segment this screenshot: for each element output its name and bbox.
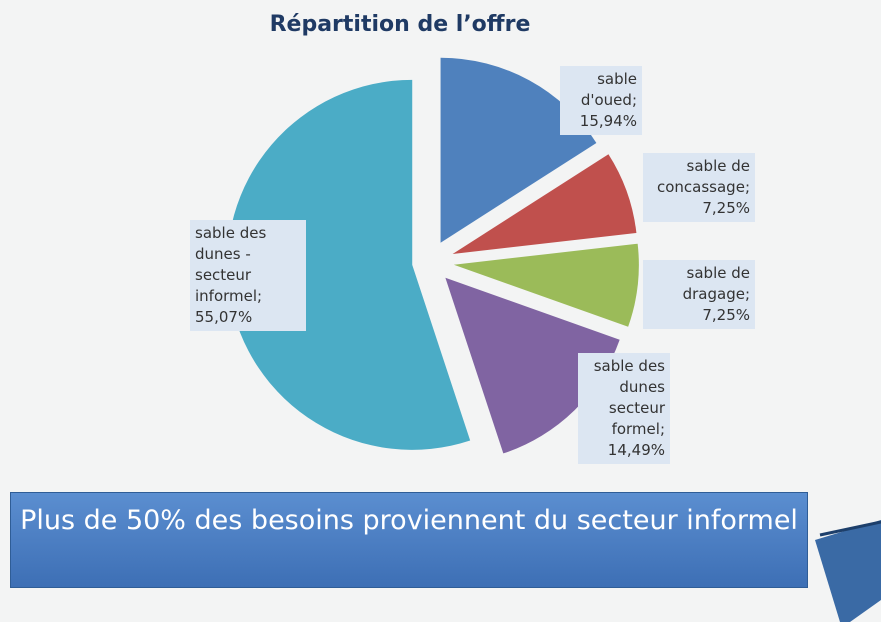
label-separator: ; bbox=[257, 287, 262, 305]
data-label: sable des dunes - secteur informel; 55,07… bbox=[190, 220, 306, 331]
value-label: 7,25% bbox=[702, 306, 750, 324]
category-label: sable des dunes secteur formel bbox=[594, 357, 665, 438]
data-label: sable des dunes secteur formel; 14,49% bbox=[578, 353, 670, 464]
data-label: sable d'oued; 15,94% bbox=[560, 66, 642, 135]
chart-title: Répartition de l’offre bbox=[0, 12, 800, 37]
category-label: sable des dunes - secteur informel bbox=[195, 224, 266, 305]
value-label: 14,49% bbox=[608, 441, 665, 459]
category-label: sable d'oued bbox=[581, 70, 637, 109]
category-label: sable de concassage bbox=[657, 157, 750, 196]
slide: Répartition de l’offre Plus de 50% des b… bbox=[0, 0, 881, 622]
label-separator: ; bbox=[745, 285, 750, 303]
label-separator: ; bbox=[632, 91, 637, 109]
category-label: sable de dragage bbox=[683, 264, 750, 303]
data-label: sable de dragage; 7,25% bbox=[643, 260, 755, 329]
value-label: 55,07% bbox=[195, 308, 252, 326]
value-label: 7,25% bbox=[702, 199, 750, 217]
value-label: 15,94% bbox=[580, 112, 637, 130]
label-separator: ; bbox=[660, 420, 665, 438]
label-separator: ; bbox=[745, 178, 750, 196]
banner: Plus de 50% des besoins proviennent du s… bbox=[10, 492, 808, 588]
data-label: sable de concassage; 7,25% bbox=[643, 153, 755, 222]
